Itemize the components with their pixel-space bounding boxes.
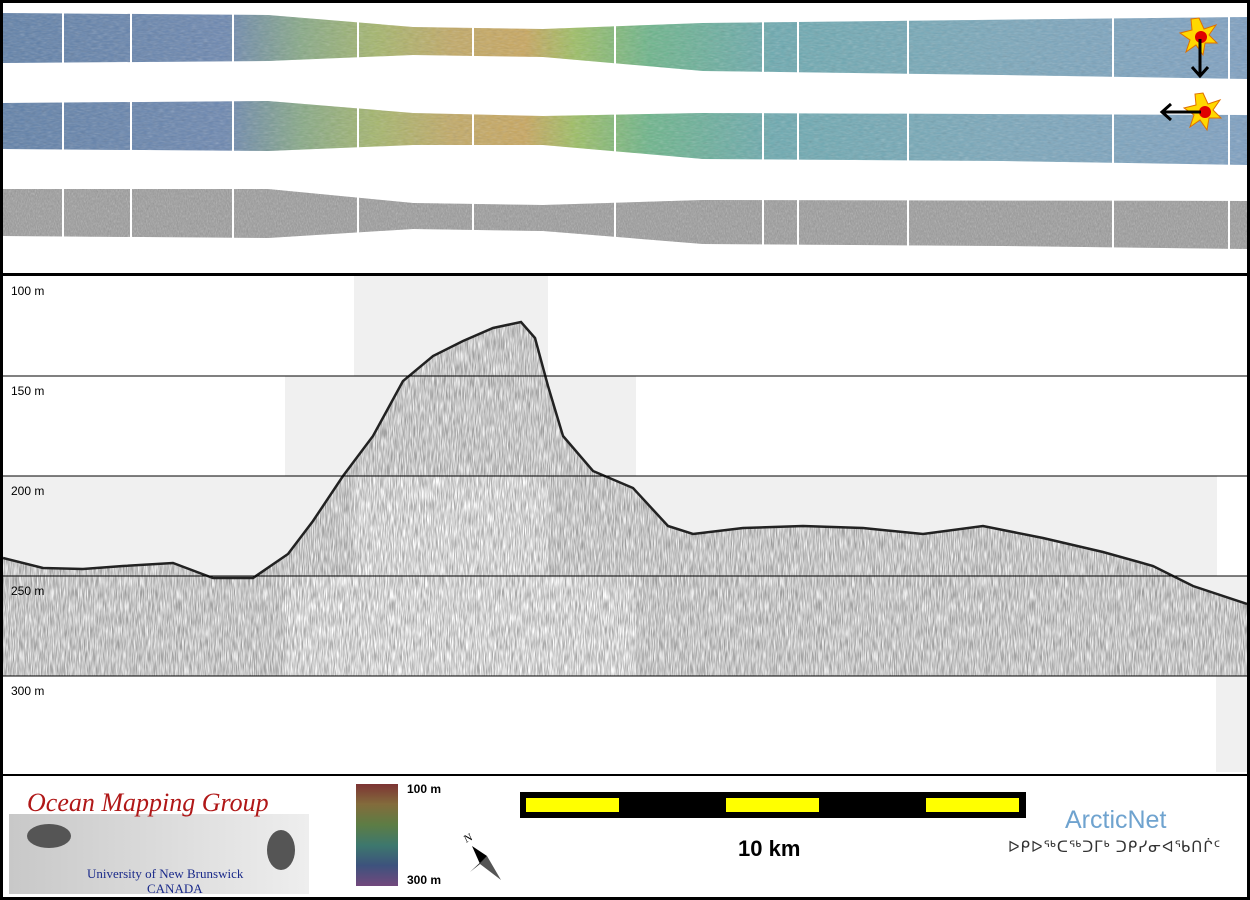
scale-bar-label: 10 km bbox=[738, 836, 801, 861]
colorbar-bottom-label: 300 m bbox=[407, 873, 442, 887]
swath-strips-svg bbox=[3, 3, 1247, 253]
omg-title: Ocean Mapping Group bbox=[27, 788, 269, 817]
omg-logo: Ocean Mapping Group University of New Br… bbox=[9, 780, 309, 896]
seafloor-trace bbox=[3, 320, 1247, 606]
omg-country: CANADA bbox=[147, 881, 203, 896]
depth-label-200: 200 m bbox=[11, 484, 45, 498]
colorbar-top-label: 100 m bbox=[407, 782, 442, 796]
arrow-left-icon bbox=[1159, 102, 1201, 122]
swath-strips-panel bbox=[0, 0, 1250, 275]
bathymetry-strip-1 bbox=[3, 13, 1247, 79]
arrow-down-icon bbox=[1190, 39, 1210, 79]
sun-icon bbox=[1182, 92, 1223, 132]
scale-bar bbox=[520, 792, 1026, 818]
bathymetry-strip-2 bbox=[3, 101, 1247, 165]
arcticnet-logo-syllabics: ᐅᑭᐅᖅᑕᖅᑐᒥᒃ ᑐᑭᓯᓂᐊᖃᑎᒌᑦ bbox=[1008, 839, 1222, 856]
depth-label-150: 150 m bbox=[11, 384, 45, 398]
echo-profile-panel: 100 m 150 m 200 m 250 m 300 m bbox=[0, 274, 1250, 776]
echo-profile-svg bbox=[3, 276, 1247, 772]
depth-label-300: 300 m bbox=[11, 684, 45, 698]
north-arrow-icon: N bbox=[462, 831, 501, 880]
backscatter-strip bbox=[3, 189, 1247, 249]
legend-footer-panel: Ocean Mapping Group University of New Br… bbox=[0, 774, 1250, 900]
svg-text:N: N bbox=[462, 831, 474, 845]
depth-label-250: 250 m bbox=[11, 584, 45, 598]
omg-logo-art bbox=[9, 814, 309, 894]
depth-grid-lines bbox=[3, 375, 1247, 677]
strip-segment-gaps bbox=[62, 3, 1230, 253]
omg-university: University of New Brunswick bbox=[87, 866, 244, 881]
depth-label-100: 100 m bbox=[11, 284, 45, 298]
arcticnet-logo-name: ArcticNet bbox=[1065, 806, 1167, 834]
depth-colorbar bbox=[356, 784, 398, 886]
